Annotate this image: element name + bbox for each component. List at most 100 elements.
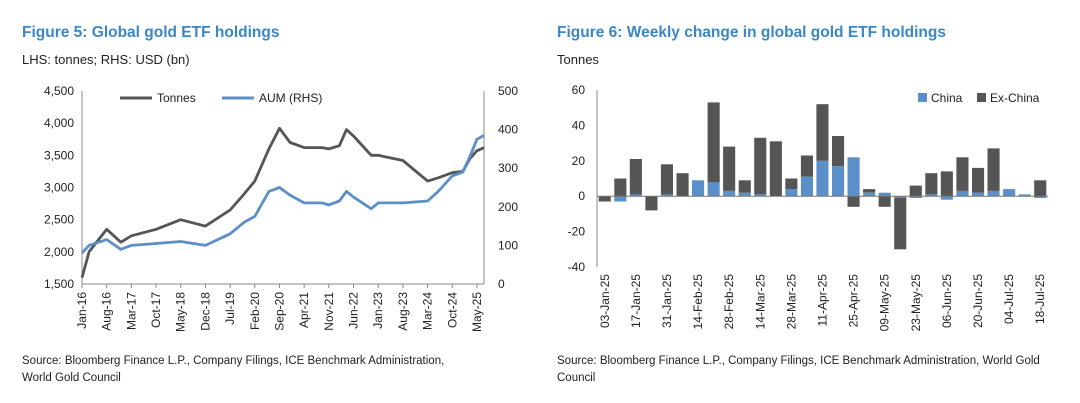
bar-exchina: [816, 104, 829, 161]
bar-exchina: [909, 185, 922, 197]
x-tick-label: 14-Feb-25: [691, 274, 705, 330]
bar-china: [909, 196, 922, 198]
y-tick-label: -40: [568, 260, 586, 274]
bar-china: [940, 196, 953, 200]
bar-china: [738, 192, 751, 197]
bar-china: [1018, 194, 1031, 197]
bar-china: [754, 194, 767, 197]
x-tick-label: 20-Jun-25: [971, 274, 985, 328]
bar-exchina: [800, 155, 813, 177]
x-tick-label: Jan-16: [75, 292, 89, 329]
x-tick-label: 25-Apr-25: [847, 274, 861, 328]
bar-exchina: [972, 167, 985, 193]
bar-china: [816, 160, 829, 197]
bar-exchina: [676, 173, 689, 197]
legend-label-exchina: Ex-China: [990, 91, 1040, 105]
bar-exchina: [785, 178, 798, 190]
x-tick-label: Sep-20: [272, 292, 286, 331]
y-left-tick-label: 1,500: [44, 277, 74, 291]
bar-exchina: [987, 148, 1000, 191]
bar-china: [614, 196, 627, 202]
y-left-tick-label: 3,500: [44, 148, 74, 162]
bar-exchina: [878, 196, 891, 207]
legend-label-aum: AUM (RHS): [259, 91, 322, 105]
bar-exchina: [645, 196, 658, 211]
x-tick-label: 31-Jan-25: [660, 274, 674, 328]
bar-china: [723, 190, 736, 197]
x-tick-label: 28-Mar-25: [784, 274, 798, 330]
y-left-tick-label: 4,500: [44, 84, 74, 98]
bar-exchina: [863, 189, 876, 193]
bar-exchina: [707, 102, 720, 183]
bar-exchina: [894, 198, 907, 250]
y-tick-label: 0: [578, 189, 585, 203]
figure6-chart: 60 40 20 0 -20 -40 03-Jan-25 17-Jan-25 31-Jan-25…: [568, 83, 1048, 332]
y-tick-label: 60: [572, 83, 586, 97]
y-right-tick-label: 0: [498, 277, 505, 291]
x-tick-label: May-18: [174, 292, 188, 332]
bar-china: [1034, 196, 1047, 198]
bar-china: [847, 157, 860, 197]
figure5-title: Figure 5: Global gold ETF holdings: [22, 24, 280, 41]
y-right-tick-label: 200: [498, 200, 518, 214]
x-tick-label: 28-Feb-25: [722, 274, 736, 330]
bar-china: [972, 192, 985, 197]
bar-exchina: [738, 180, 751, 193]
figure6-source: Source: Bloomberg Finance L.P., Company …: [557, 355, 1040, 384]
series-line-aum: [80, 134, 485, 255]
bar-china: [629, 194, 642, 197]
y-right-tick-label: 300: [498, 161, 518, 175]
x-tick-label: Aug-16: [100, 292, 114, 331]
figure6-title: Figure 6: Weekly change in global gold E…: [557, 24, 946, 41]
bar-china: [707, 182, 720, 197]
x-tick-label: 14-Mar-25: [753, 274, 767, 330]
y-tick-label: -20: [568, 225, 586, 239]
bar-exchina: [1034, 180, 1047, 197]
legend-swatch-exchina: [977, 93, 986, 102]
legend-label-china: China: [931, 91, 963, 105]
y-tick-label: 40: [572, 118, 586, 132]
bar-exchina: [629, 159, 642, 195]
bar-china: [800, 176, 813, 197]
bar-exchina: [940, 171, 953, 197]
bar-exchina: [847, 196, 860, 207]
figure6-subtitle: Tonnes: [557, 52, 599, 67]
x-tick-label: Oct-24: [445, 292, 459, 328]
legend-label-tonnes: Tonnes: [157, 91, 196, 105]
bar-exchina: [925, 173, 938, 195]
bar-china: [878, 192, 891, 197]
bar-china: [925, 194, 938, 197]
x-tick-label: 03-Jan-25: [598, 274, 612, 328]
bar-exchina: [598, 196, 611, 202]
x-tick-label: 23-May-25: [909, 274, 923, 332]
x-tick-label: 17-Jan-25: [629, 274, 643, 328]
bar-china: [692, 180, 705, 197]
x-tick-label: 04-Jul-25: [1002, 274, 1016, 324]
bar-exchina: [832, 136, 845, 167]
y-right-tick-label: 400: [498, 123, 518, 137]
y-left-tick-label: 2,500: [44, 213, 74, 227]
y-left-tick-label: 4,000: [44, 116, 74, 130]
bar-exchina: [754, 137, 767, 195]
bar-china: [987, 190, 1000, 197]
x-tick-label: Jan-23: [371, 292, 385, 329]
x-tick-label: 11-Apr-25: [816, 274, 830, 327]
x-tick-label: Jun-22: [347, 292, 361, 329]
figure5-source: Source: Bloomberg Finance L.P., Company …: [22, 355, 445, 384]
bar-china: [785, 189, 798, 197]
y-right-tick-label: 100: [498, 238, 518, 252]
series-line-tonnes: [80, 126, 485, 278]
bar-exchina: [723, 146, 736, 191]
x-tick-label: Apr-21: [297, 292, 311, 328]
x-tick-label: Mar-24: [421, 292, 435, 330]
bar-china: [832, 166, 845, 197]
bar-china: [894, 196, 907, 198]
x-tick-label: 09-May-25: [878, 274, 892, 332]
x-tick-label: Aug-23: [396, 292, 410, 331]
bar-exchina: [769, 141, 782, 197]
x-tick-label: 18-Jul-25: [1033, 274, 1047, 324]
x-tick-label: Nov-21: [322, 292, 336, 331]
x-tick-label: Oct-17: [149, 292, 163, 328]
x-tick-label: 06-Jun-25: [940, 274, 954, 328]
y-tick-label: 20: [572, 154, 586, 168]
